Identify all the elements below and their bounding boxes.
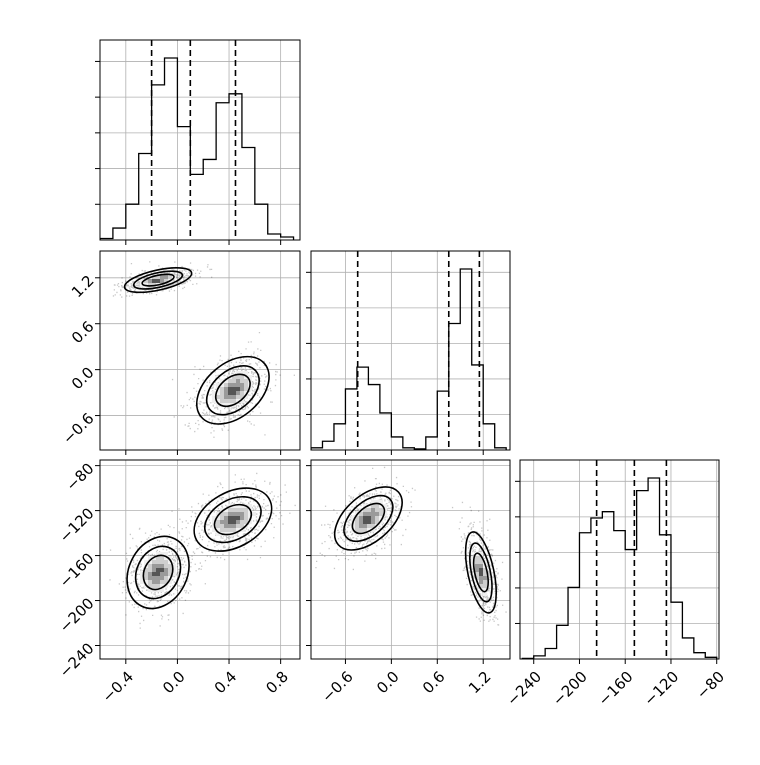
x-tick-label-2-4: −80 — [693, 668, 728, 703]
contour-x0-x2-0-1 — [134, 545, 182, 600]
panel-2-2-content — [520, 460, 719, 659]
density-fill-x0-x1-2 — [148, 275, 244, 399]
contour-x0-x2-0-0 — [126, 535, 190, 610]
y-tick-label-1-2: 0.6 — [68, 318, 98, 348]
density-fill-x1-x2-2 — [359, 508, 487, 584]
panel-0-0-content — [100, 40, 300, 240]
x-tick-label-2-2: −160 — [595, 668, 637, 710]
x-tick-label-2-1: −200 — [549, 668, 591, 710]
contour-x0-x2-1-1 — [204, 495, 262, 544]
contour-x0-x2-1-2 — [213, 503, 253, 536]
y-tick-label-2-2: −160 — [56, 549, 98, 591]
x-tick-label-1-0: −0.6 — [318, 668, 356, 706]
panel-1-1-content — [311, 251, 510, 450]
panel-frame-1-0 — [99, 250, 301, 451]
density-fill-x0-x2-1 — [144, 508, 248, 588]
panel-frame-2-0 — [99, 459, 301, 660]
panel-frame-0-0 — [99, 39, 301, 241]
x-tick-label-0-2: 0.4 — [211, 668, 241, 698]
panel-2-0-content — [100, 460, 300, 659]
contour-x1-x2-1-0 — [464, 531, 498, 614]
y-tick-label-2-0: −240 — [56, 639, 98, 681]
histogram-step-2 — [521, 477, 718, 659]
x-tick-label-1-3: 1.2 — [465, 668, 495, 698]
y-tick-label-1-3: 1.2 — [68, 272, 98, 302]
panel-frame-2-2 — [519, 459, 720, 660]
x-tick-label-0-1: 0.0 — [159, 668, 189, 698]
contour-x1-x2-0-2 — [351, 502, 386, 535]
contour-x1-x2-1-2 — [472, 552, 489, 593]
contour-x0-x2-1-0 — [193, 487, 273, 552]
contour-x0-x1-0-2 — [141, 273, 175, 287]
contour-x1-x2-0-1 — [343, 494, 394, 543]
contour-x0-x1-0-0 — [123, 267, 193, 294]
x-tick-label-2-0: −240 — [503, 668, 545, 710]
x-tick-label-0-3: 0.8 — [262, 668, 292, 698]
histogram-step-0 — [100, 57, 295, 240]
y-tick-label-2-4: −80 — [62, 459, 97, 494]
panel-frame-1-1 — [310, 250, 511, 451]
x-tick-label-0-0: −0.4 — [99, 668, 137, 706]
x-tick-label-2-3: −120 — [640, 668, 682, 710]
histogram-step-1 — [311, 268, 507, 450]
density-fill-x0-x2-2 — [148, 512, 244, 584]
contour-x0-x1-1-1 — [205, 365, 260, 416]
scatter-points-x0-x1 — [112, 261, 295, 438]
y-tick-label-2-3: −120 — [56, 504, 98, 546]
density-fill-x0-x1-3 — [152, 279, 240, 395]
contour-x1-x2-1-1 — [469, 542, 493, 603]
y-tick-label-1-1: 0.0 — [68, 363, 98, 393]
contour-x0-x1-0-1 — [132, 270, 184, 290]
x-tick-label-1-2: 0.6 — [419, 668, 449, 698]
panel-1-0-content — [100, 251, 300, 450]
contour-x1-x2-0-0 — [333, 486, 403, 551]
panel-frame-2-1 — [310, 459, 511, 660]
contour-x0-x2-0-2 — [142, 554, 174, 591]
y-tick-label-2-1: −200 — [56, 594, 98, 636]
x-tick-label-1-1: 0.0 — [373, 668, 403, 698]
contour-x0-x1-1-0 — [195, 355, 270, 425]
y-tick-label-1-0: −0.6 — [59, 409, 97, 447]
contour-x0-x1-1-2 — [214, 373, 251, 408]
panel-2-1-content — [311, 460, 510, 659]
density-fill-x0-x2-3 — [152, 516, 240, 576]
